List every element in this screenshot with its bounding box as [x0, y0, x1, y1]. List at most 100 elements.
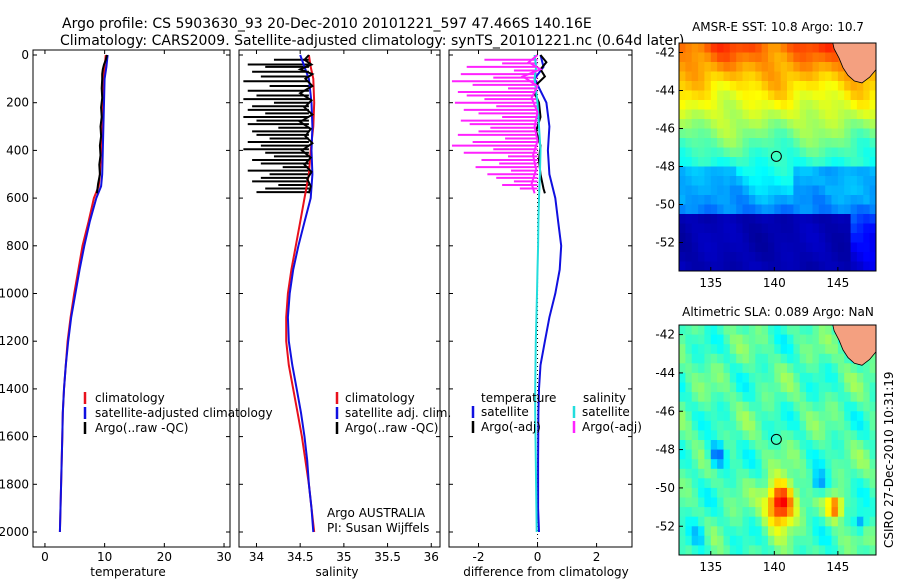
map-cell	[729, 535, 737, 546]
map-cell	[698, 344, 706, 355]
map-cell	[742, 325, 750, 336]
y-tick-label: 600	[6, 191, 29, 205]
map-cell	[818, 497, 826, 508]
map-cell	[723, 166, 731, 177]
map-cell	[717, 334, 725, 345]
map-cell	[679, 62, 686, 73]
map-cell	[806, 526, 814, 537]
map-cell	[710, 109, 718, 120]
map-cell	[837, 507, 845, 518]
map-cell	[685, 81, 693, 92]
map-cell	[742, 176, 750, 187]
map-cell	[761, 478, 769, 489]
y-tick-label: 800	[6, 239, 29, 253]
x-tick-label: 145	[826, 560, 849, 574]
map-cell	[863, 497, 871, 508]
map-cell	[679, 100, 686, 111]
map-cell	[812, 468, 820, 479]
map-cell	[863, 420, 871, 431]
map-cell	[787, 147, 794, 158]
map-cell	[806, 62, 814, 73]
map-cell	[856, 440, 864, 451]
map-cell	[856, 223, 864, 234]
map-cell	[748, 214, 756, 225]
map-cell	[856, 157, 864, 168]
map-cell	[685, 430, 693, 441]
y-tick-label: 400	[6, 143, 29, 157]
map-cell	[837, 487, 845, 499]
map-cell	[837, 147, 845, 158]
map-cell	[856, 242, 864, 253]
map-cell	[736, 119, 744, 130]
map-cell	[825, 176, 833, 187]
map-cell	[825, 372, 833, 384]
map-cell	[742, 119, 750, 130]
map-cell	[837, 459, 845, 470]
map-cell	[755, 185, 763, 196]
map-cell	[799, 449, 807, 460]
map-cell	[780, 545, 788, 555]
map-cell	[818, 147, 826, 158]
map-cell	[748, 325, 756, 336]
map-cell	[799, 71, 807, 82]
map-cell	[748, 526, 756, 537]
map-cell	[698, 497, 706, 508]
map-cell	[850, 233, 858, 244]
map-cell	[831, 430, 839, 441]
map-cell	[679, 526, 686, 537]
map-cell	[780, 242, 788, 253]
map-cell	[863, 233, 871, 244]
map-cell	[704, 242, 712, 253]
map-cell	[844, 166, 852, 177]
map-cell	[742, 157, 750, 168]
map-cell	[717, 166, 725, 177]
map-cell	[818, 459, 826, 470]
map-cell	[856, 430, 864, 441]
map-cell	[780, 478, 788, 489]
map-cell	[679, 166, 686, 177]
map-cell	[729, 138, 737, 149]
map-cell	[761, 157, 769, 168]
map-cell	[717, 185, 725, 196]
map-cell	[698, 52, 706, 63]
map-cell	[768, 344, 775, 355]
map-cell	[837, 62, 845, 73]
map-cell	[698, 195, 706, 206]
map-cell	[869, 242, 876, 253]
y-tick-label: 0	[21, 48, 29, 62]
map-cell	[818, 128, 826, 139]
map-cell	[831, 545, 839, 555]
map-cell	[710, 90, 718, 101]
map-cell	[698, 185, 706, 196]
map-cell	[856, 261, 864, 271]
legend-label: Argo(-adj)	[481, 420, 541, 434]
map-cell	[691, 185, 699, 196]
map-cell	[698, 507, 706, 518]
map-cell	[679, 430, 686, 441]
map-cell	[723, 468, 731, 479]
map-cell	[793, 334, 801, 345]
map-cell	[799, 233, 807, 244]
map-cell	[850, 195, 858, 206]
map-cell	[704, 545, 712, 555]
map-cell	[742, 43, 750, 54]
map-cell	[761, 214, 769, 225]
map-cell	[698, 449, 706, 460]
map-cell	[799, 420, 807, 431]
map-cell	[869, 138, 876, 149]
map-cell	[710, 478, 718, 489]
map-cell	[729, 119, 737, 130]
map-cell	[869, 535, 876, 546]
map-cell	[837, 109, 845, 120]
map-cell	[837, 119, 845, 130]
map-cell	[806, 128, 814, 139]
map-cell	[869, 185, 876, 196]
map-cell	[717, 487, 725, 499]
x-tick-label: 0	[41, 550, 49, 564]
map-cell	[806, 100, 814, 111]
map-cell	[787, 90, 794, 101]
legend-label: climatology	[95, 391, 165, 405]
map-cell	[812, 261, 820, 271]
map-cell	[837, 449, 845, 460]
map-cell	[825, 261, 833, 271]
